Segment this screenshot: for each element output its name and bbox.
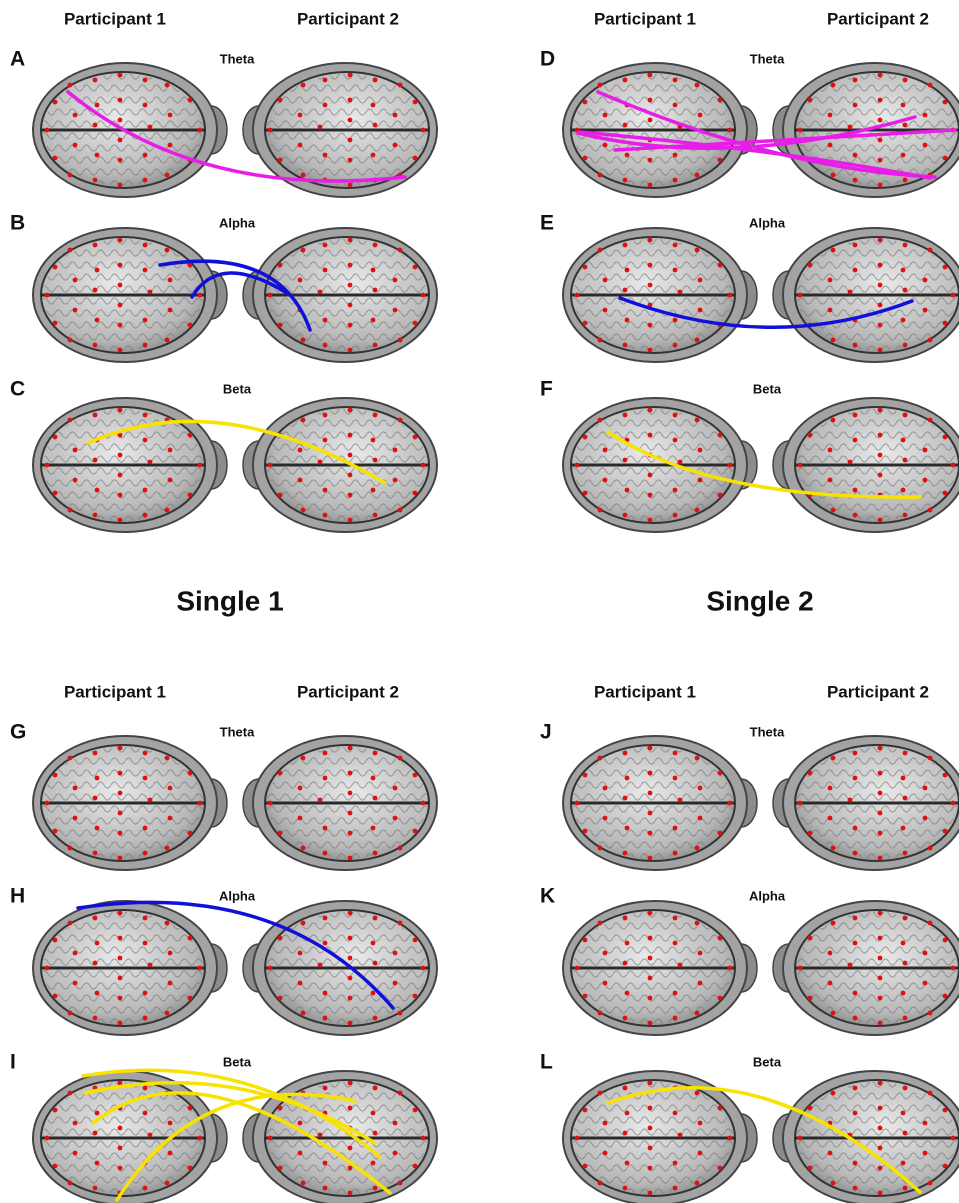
panel-label: G [10,721,26,744]
panel-label: B [10,212,25,235]
panel: H Alpha [10,885,437,1035]
panel-label: K [540,885,555,908]
band-name: Beta [223,381,252,396]
band-name: Theta [220,51,255,66]
caption: Single 2 [706,585,813,616]
panel: B Alpha [10,212,437,362]
brain-participant-1 [33,63,227,197]
band-name: Alpha [749,888,786,903]
band-name: Alpha [749,215,786,230]
brain-participant-2 [773,736,959,870]
band-name: Beta [223,1054,252,1069]
brain-participant-1 [563,398,757,532]
panel: K Alpha [540,885,959,1035]
panel: C Beta [10,378,437,532]
brain-participant-1 [33,398,227,532]
panel: L Beta [540,1051,959,1203]
band-name: Beta [753,1054,782,1069]
panel: A Theta [10,48,437,197]
panel-label: A [10,48,25,71]
brain-participant-2 [243,736,437,870]
brain-participant-2 [773,228,959,362]
caption: Single 1 [176,585,283,616]
panel-label: L [540,1051,553,1074]
panel-label: J [540,721,552,744]
panel-label: H [10,885,25,908]
brain-participant-1 [563,736,757,870]
brain-participant-2 [773,1071,959,1203]
brain-participant-2 [773,398,959,532]
panel: F Beta [540,378,959,532]
brain-participant-2 [243,228,437,362]
band-name: Alpha [219,215,256,230]
quadrant: Participant 1 Participant 2 J Theta K Alpha L B… [540,682,959,1203]
brain-participant-2 [243,398,437,532]
band-name: Alpha [219,888,256,903]
brain-participant-1 [563,228,757,362]
participant-header: Participant 1 [64,9,166,28]
participant-header: Participant 2 [297,682,399,701]
quadrant: Participant 1 Participant 2 D Theta E Alpha F B… [540,9,959,532]
participant-header: Participant 2 [827,682,929,701]
panel: J Theta [540,721,959,870]
panel-label: C [10,378,25,401]
panel-label: D [540,48,555,71]
panel-label: E [540,212,554,235]
band-name: Beta [753,381,782,396]
participant-header: Participant 2 [827,9,929,28]
panel: I Beta [10,1051,437,1203]
participant-header: Participant 1 [594,682,696,701]
brain-participant-1 [33,736,227,870]
participant-header: Participant 2 [297,9,399,28]
brain-participant-1 [563,63,757,197]
brain-participant-1 [33,901,227,1035]
band-name: Theta [750,724,785,739]
panel-label: F [540,378,553,401]
brain-participant-2 [773,901,959,1035]
panel-label: I [10,1051,16,1074]
participant-header: Participant 1 [594,9,696,28]
panel: D Theta [540,48,959,197]
brain-participant-1 [563,901,757,1035]
band-name: Theta [220,724,255,739]
brain-participant-1 [33,228,227,362]
band-name: Theta [750,51,785,66]
quadrant: Participant 1 Participant 2 G Theta H Alpha I B… [10,682,437,1203]
panel: E Alpha [540,212,959,362]
participant-header: Participant 1 [64,682,166,701]
figure: Participant 1Participant 2AThetaBAlphaCB… [0,0,959,1203]
panel: G Theta [10,721,437,870]
